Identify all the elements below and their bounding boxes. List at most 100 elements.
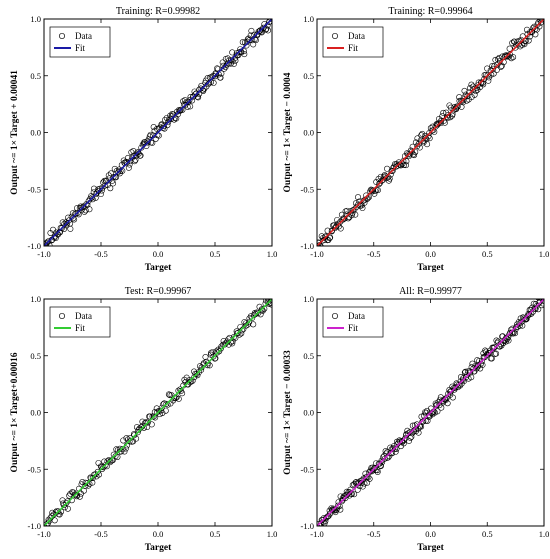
- x-axis-label: Target: [417, 543, 444, 553]
- data-point: [181, 376, 188, 383]
- data-point: [237, 46, 244, 53]
- x-tick-label: 0.0: [153, 529, 164, 539]
- panel-title: All: R=0.99977: [399, 286, 462, 297]
- y-tick-label: -1.0: [28, 241, 41, 251]
- x-tick-label: -0.5: [367, 529, 380, 539]
- data-point: [418, 423, 425, 430]
- data-point: [105, 457, 112, 464]
- data-point: [133, 435, 140, 442]
- x-tick-label: 0.0: [425, 249, 436, 259]
- data-point: [389, 167, 396, 174]
- data-point: [352, 211, 359, 218]
- data-point: [471, 91, 478, 98]
- data-point: [510, 54, 517, 61]
- y-axis-label: Output ~= 1× Target + 0.00041: [10, 70, 20, 195]
- data-point: [465, 375, 472, 382]
- x-tick-label: -0.5: [94, 529, 107, 539]
- data-point: [100, 464, 107, 471]
- data-point: [80, 487, 87, 494]
- x-axis-label: Target: [145, 263, 172, 273]
- data-point: [362, 470, 369, 477]
- data-point: [386, 175, 393, 182]
- x-axis-label: Target: [145, 543, 172, 553]
- data-point: [155, 132, 162, 139]
- data-point: [424, 141, 431, 148]
- data-point: [140, 424, 147, 431]
- data-point: [64, 498, 71, 505]
- data-point: [426, 135, 433, 142]
- data-point: [416, 144, 423, 151]
- data-point: [377, 173, 384, 180]
- data-point: [53, 229, 60, 236]
- legend-label-data: Data: [75, 311, 92, 321]
- data-point: [370, 465, 377, 472]
- data-point: [454, 103, 461, 110]
- data-point: [150, 413, 157, 420]
- legend: Data Fit: [49, 26, 111, 58]
- data-point: [175, 395, 182, 402]
- data-point: [163, 400, 170, 407]
- legend-label-data: Data: [348, 311, 365, 321]
- data-point: [449, 394, 456, 401]
- legend-box: [49, 306, 111, 338]
- data-point: [102, 462, 109, 469]
- data-point: [179, 390, 186, 397]
- data-point: [374, 187, 381, 194]
- data-point: [134, 429, 141, 436]
- data-point: [415, 429, 422, 436]
- data-point: [232, 57, 239, 64]
- y-tick-label: 0.5: [303, 71, 314, 81]
- data-point: [111, 165, 118, 172]
- data-point: [485, 77, 492, 84]
- data-point: [451, 104, 458, 111]
- y-tick-label: 1.0: [303, 14, 314, 24]
- data-point: [130, 148, 137, 155]
- data-point: [177, 386, 184, 393]
- data-point: [59, 219, 66, 226]
- data-point: [396, 161, 403, 168]
- data-point: [337, 225, 344, 232]
- data-point: [265, 27, 272, 34]
- x-tick-label: 0.0: [425, 529, 436, 539]
- data-point: [123, 435, 130, 442]
- panel-title: Test: R=0.99967: [125, 286, 192, 297]
- data-point: [193, 90, 200, 97]
- data-point: [150, 124, 157, 131]
- x-tick-label: 1.0: [267, 249, 278, 259]
- x-tick-label: -0.5: [367, 249, 380, 259]
- data-point: [204, 360, 211, 367]
- data-point: [515, 41, 522, 48]
- data-point: [132, 156, 139, 163]
- data-point: [252, 37, 259, 44]
- data-point: [165, 391, 172, 398]
- panel-2: Training: R=0.99964 -1.0 -0.5 0.0 0.5 1.0 -1.0…: [283, 6, 549, 273]
- data-point: [498, 62, 505, 69]
- data-point: [81, 208, 88, 215]
- data-point: [488, 355, 495, 362]
- legend-box: [322, 26, 384, 58]
- x-tick-label: 0.5: [482, 249, 493, 259]
- data-point: [508, 329, 515, 336]
- legend: Data Fit: [49, 306, 111, 338]
- data-point: [359, 477, 366, 484]
- legend-marker-data: [331, 32, 339, 40]
- data-point: [162, 407, 169, 414]
- data-point: [461, 87, 468, 94]
- data-point: [86, 206, 93, 213]
- data-point: [120, 437, 127, 444]
- data-point: [532, 305, 539, 312]
- data-point: [468, 374, 475, 381]
- data-point: [63, 500, 70, 507]
- y-tick-label: 0.5: [30, 351, 41, 361]
- data-point: [101, 458, 108, 465]
- data-point: [206, 362, 213, 369]
- data-point: [56, 511, 63, 518]
- x-tick-label: 1.0: [539, 249, 550, 259]
- data-point: [131, 158, 138, 165]
- data-point: [355, 201, 362, 208]
- data-point: [217, 74, 224, 81]
- data-point: [187, 103, 194, 110]
- fit-line: [317, 19, 544, 246]
- data-point: [64, 220, 71, 227]
